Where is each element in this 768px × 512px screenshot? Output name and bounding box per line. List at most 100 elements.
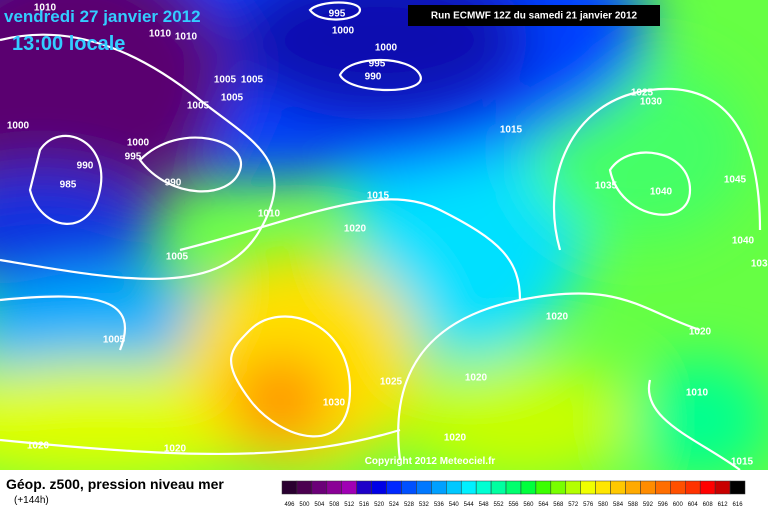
scale-label: 540 — [449, 502, 460, 508]
scale-cell — [475, 480, 492, 495]
scale-cell — [565, 480, 581, 495]
isobar-label: 990 — [365, 72, 382, 83]
scale-cell — [610, 480, 626, 495]
isobar-label: 1025 — [380, 377, 403, 388]
isobar-label: 1020 — [465, 373, 488, 384]
isobar-label: 1025 — [631, 88, 654, 99]
isobar-label: 1020 — [689, 327, 712, 338]
scale-label: 508 — [329, 502, 340, 508]
isobar-label: 995 — [125, 152, 142, 163]
scale-label: 544 — [464, 502, 475, 508]
isobar-label: 1005 — [214, 75, 237, 86]
scale-cell — [386, 480, 402, 495]
scale-label: 588 — [628, 502, 639, 508]
scale-label: 516 — [359, 502, 370, 508]
isobar-label: 1030 — [640, 97, 663, 108]
scale-cell — [416, 480, 432, 495]
scale-label: 580 — [598, 502, 609, 508]
scale-cell — [371, 480, 387, 495]
scale-cell — [326, 480, 342, 495]
isobar-label: 1005 — [187, 101, 210, 112]
scale-cell — [685, 480, 701, 495]
scale-cell — [670, 480, 686, 495]
scale-label: 512 — [344, 502, 355, 508]
isobar-label: 1040 — [732, 236, 755, 247]
isobar-label: 1005 — [166, 252, 189, 263]
scale-label: 584 — [613, 502, 624, 508]
isobar-label: 1020 — [444, 433, 467, 444]
scale-cell — [625, 480, 641, 495]
isobar-label: 1015 — [731, 457, 754, 468]
lead-time: (+144h) — [14, 495, 49, 506]
date: vendredi 27 janvier 2012 — [4, 7, 201, 26]
isobar-label: 1000 — [332, 26, 355, 37]
scale-label: 552 — [494, 502, 505, 508]
isobar-label: 1035 — [751, 259, 768, 270]
scale-label: 616 — [733, 502, 744, 508]
scale-label: 532 — [419, 502, 430, 508]
isobar-label: 1020 — [546, 312, 569, 323]
scale-cell — [729, 480, 746, 495]
scale-cell — [356, 480, 372, 495]
isobar-label: 990 — [165, 178, 182, 189]
isobar-label: 1015 — [500, 125, 523, 136]
scale-cell — [595, 480, 611, 495]
scale-cell — [505, 480, 522, 495]
scale-cell — [520, 480, 537, 495]
scale-label: 528 — [404, 502, 415, 508]
scale-label: 560 — [523, 502, 534, 508]
scale-cell — [490, 480, 507, 495]
isobar-label: 1020 — [164, 444, 187, 455]
isobar-label: 985 — [60, 180, 77, 191]
scale-label: 576 — [583, 502, 594, 508]
isobar-label: 1010 — [258, 209, 281, 220]
scale-cell — [550, 480, 567, 495]
scale-cell — [655, 480, 671, 495]
scale-cell — [699, 480, 716, 495]
isobar-label: 1010 — [175, 32, 198, 43]
scale-label: 568 — [553, 502, 564, 508]
footer-title: Géop. z500, pression niveau mer — [6, 476, 224, 492]
scale-cell — [341, 480, 357, 495]
field — [0, 0, 768, 470]
isobar-label: 1000 — [127, 138, 150, 149]
scale-label: 592 — [643, 502, 654, 508]
scale-cell — [311, 480, 328, 495]
run-info: Run ECMWF 12Z du samedi 21 janvier 2012 — [431, 11, 638, 22]
isobar-label: 1015 — [367, 191, 390, 202]
scale-cell — [714, 480, 731, 495]
isobar-label: 1020 — [27, 441, 50, 452]
scale-label: 556 — [508, 502, 519, 508]
isobar-label: 995 — [369, 59, 386, 70]
scale-cell — [460, 480, 477, 495]
isobar-label: 1040 — [650, 187, 673, 198]
isobar-label: 1010 — [34, 3, 57, 14]
scale-label: 608 — [703, 502, 714, 508]
copyright: Copyright 2012 Meteociel.fr — [365, 456, 496, 467]
scale-label: 548 — [479, 502, 490, 508]
scale-cell — [580, 480, 596, 495]
isobar-label: 995 — [329, 9, 346, 20]
scale-label: 604 — [688, 502, 699, 508]
scale-label: 612 — [718, 502, 729, 508]
scale-cell — [640, 480, 656, 495]
scale-label: 496 — [284, 502, 295, 508]
scale-label: 572 — [568, 502, 579, 508]
scale-label: 596 — [658, 502, 669, 508]
scale-label: 600 — [673, 502, 684, 508]
scale-label: 524 — [389, 502, 400, 508]
scale-cell — [401, 480, 417, 495]
scale-cell — [446, 480, 462, 495]
scale-cell — [535, 480, 552, 495]
scale-cell — [431, 480, 447, 495]
scale-cell — [281, 480, 298, 495]
isobar-label: 1030 — [323, 398, 346, 409]
isobar-label: 1010 — [686, 388, 709, 399]
isobar-label: 1005 — [241, 75, 264, 86]
isobar-label: 1005 — [103, 335, 126, 346]
scale-label: 520 — [374, 502, 385, 508]
isobar-label: 1010 — [149, 29, 172, 40]
isobar-label: 1000 — [7, 121, 30, 132]
